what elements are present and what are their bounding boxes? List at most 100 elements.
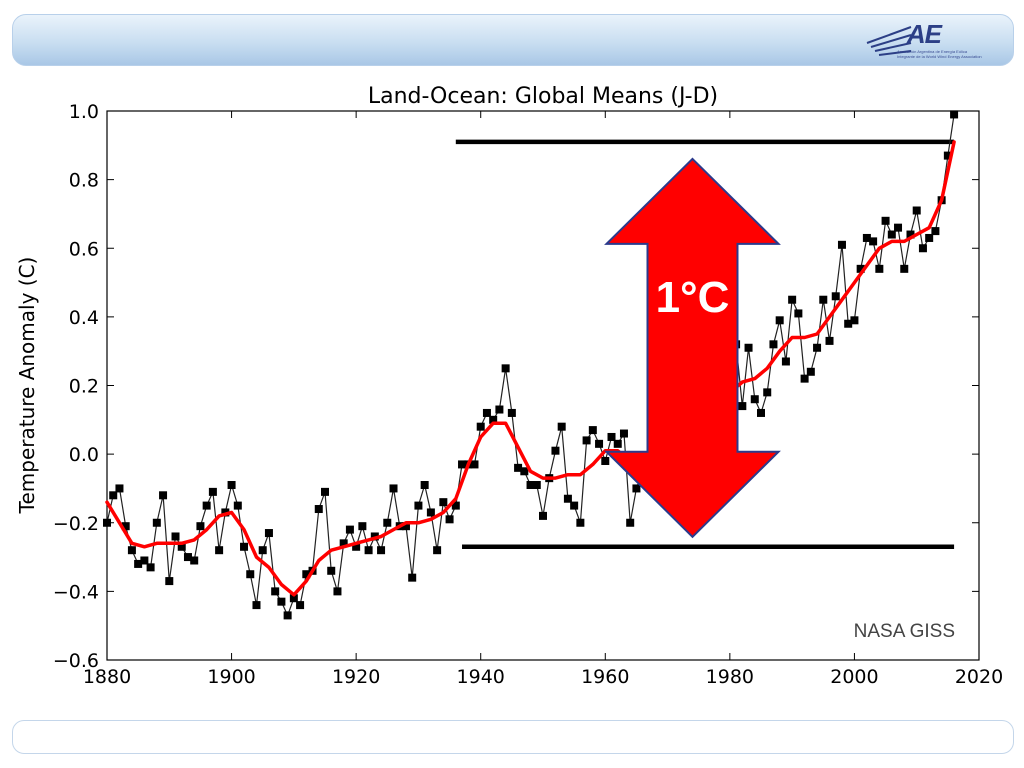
data-point [819, 295, 828, 304]
data-point [358, 522, 367, 531]
data-point [520, 467, 529, 476]
data-point [352, 542, 361, 551]
data-point [233, 501, 242, 510]
data-point [426, 508, 435, 517]
data-point [576, 518, 585, 527]
data-point [551, 446, 560, 455]
data-point [190, 556, 199, 565]
data-point [439, 498, 448, 507]
data-point [408, 573, 417, 582]
data-point [296, 601, 305, 610]
data-point [183, 553, 192, 562]
ae-logo: AE Asociación Argentina de Energía Eólic… [859, 19, 999, 63]
data-point [109, 491, 118, 500]
data-point [159, 491, 168, 500]
data-point [850, 316, 859, 325]
data-point [912, 206, 921, 215]
double-arrow-icon [604, 157, 781, 539]
data-point [271, 587, 280, 596]
data-point [800, 374, 809, 383]
data-point [632, 484, 641, 493]
y-tick-label: 0.4 [69, 307, 99, 329]
header-banner: AE Asociación Argentina de Energía Eólic… [12, 14, 1014, 66]
data-point [619, 429, 628, 438]
y-tick-label: 1.0 [69, 101, 99, 123]
x-tick-label: 2000 [830, 666, 878, 688]
data-point [445, 515, 454, 524]
data-point [339, 539, 348, 548]
data-point [501, 364, 510, 373]
logo-subtitle-line-1: Asociación Argentina de Energía Eólica [897, 49, 968, 54]
data-point [925, 233, 934, 242]
data-point [794, 309, 803, 318]
x-tick-label: 1900 [207, 666, 255, 688]
data-point [364, 546, 373, 555]
data-point [837, 240, 846, 249]
data-point [744, 343, 753, 352]
data-point [146, 563, 155, 572]
x-tick-label: 2020 [955, 666, 1003, 688]
x-tick-label: 1960 [581, 666, 629, 688]
data-point [894, 223, 903, 232]
data-point [806, 367, 815, 376]
x-tick-label: 1920 [332, 666, 380, 688]
chart-title: Land-Ocean: Global Means (J-D) [368, 84, 718, 109]
data-point [345, 525, 354, 534]
logo-text: AE [906, 19, 942, 49]
data-point [458, 460, 467, 469]
y-tick-label: 0.8 [69, 170, 99, 192]
data-point [215, 546, 224, 555]
data-point [252, 601, 261, 610]
y-tick-label: 0.2 [69, 376, 99, 398]
data-point [240, 542, 249, 551]
data-point [831, 292, 840, 301]
data-point [563, 494, 572, 503]
data-point [875, 264, 884, 273]
data-point [414, 501, 423, 510]
y-tick-label: 0.0 [69, 444, 99, 466]
x-tick-label: 1980 [706, 666, 754, 688]
data-point [856, 264, 865, 273]
data-point [557, 422, 566, 431]
data-point [601, 456, 610, 465]
data-point [881, 216, 890, 225]
data-point [321, 487, 329, 496]
data-point [918, 244, 927, 253]
data-point [495, 405, 504, 414]
data-point [862, 233, 871, 242]
y-axis-label: Temperature Anomaly (C) [15, 257, 39, 515]
data-point [470, 460, 479, 469]
data-point [489, 415, 498, 424]
data-point [906, 230, 915, 239]
data-point [258, 546, 267, 555]
data-point [302, 570, 311, 579]
arrow-label: 1°C [656, 273, 730, 322]
data-point [127, 546, 136, 555]
data-point [526, 481, 535, 490]
data-point [134, 559, 143, 568]
data-point [595, 439, 604, 448]
data-point [246, 570, 255, 579]
data-point [570, 501, 579, 510]
data-point [750, 395, 759, 404]
data-point [152, 518, 161, 527]
annual-mean-line [106, 114, 955, 617]
data-point [950, 110, 959, 119]
data-point [763, 388, 772, 397]
y-tick-label: −0.4 [53, 581, 99, 603]
data-point [825, 336, 834, 345]
y-tick-label: −0.6 [53, 650, 99, 672]
logo-wings-icon [866, 26, 912, 56]
x-tick-label: 1940 [457, 666, 505, 688]
data-point [626, 518, 635, 527]
data-point [327, 566, 336, 575]
data-point [788, 295, 797, 304]
data-point [121, 522, 130, 531]
data-point [227, 481, 236, 490]
data-point [264, 529, 273, 538]
data-point [283, 611, 292, 620]
data-point [588, 426, 597, 435]
y-tick-label: −0.2 [53, 513, 99, 535]
y-tick-label: 0.6 [69, 238, 99, 260]
